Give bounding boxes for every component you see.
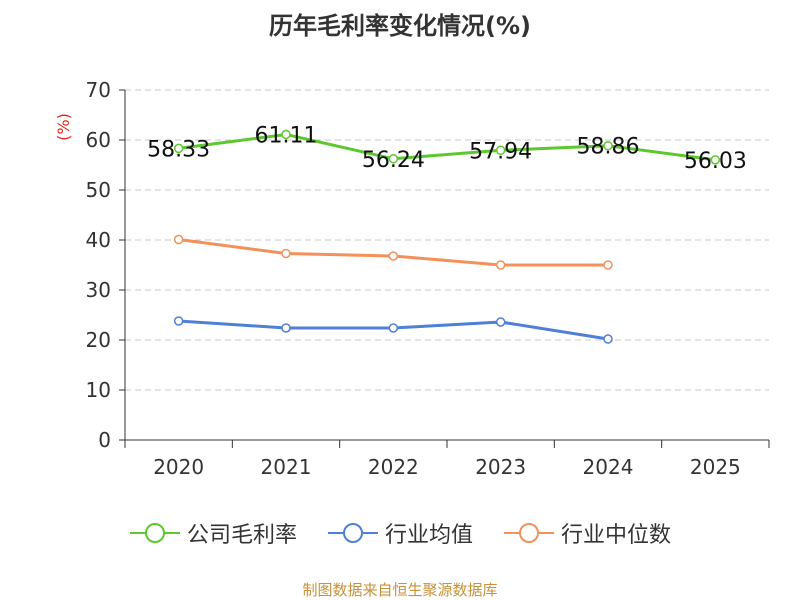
data-point: [173, 316, 184, 326]
x-tick-label: 2023: [475, 455, 526, 479]
x-tick-label: 2021: [261, 455, 312, 479]
data-point: [710, 155, 721, 165]
data-point: [281, 248, 291, 259]
legend-line-circle-icon: [504, 523, 554, 543]
legend-item: 公司毛利率: [129, 517, 297, 549]
legend: 公司毛利率 行业均值 行业中位数: [0, 517, 800, 549]
y-tick-label: 0: [98, 428, 111, 452]
y-tick-label: 60: [86, 128, 111, 152]
data-point: [173, 234, 184, 245]
data-label: 57.94: [469, 139, 532, 164]
data-point: [173, 143, 184, 154]
y-tick-label: 10: [86, 378, 111, 402]
data-labels: 58.33 61.11 56.24 57.94 58.86 56.03: [147, 123, 747, 173]
legend-label: 公司毛利率: [186, 523, 297, 548]
data-point: [495, 145, 506, 156]
legend-label: 行业均值: [384, 523, 473, 548]
axes: 0 10 20 30 40 50 60 70 2020 2021 2022 2023 2024 2025 (…: [54, 78, 770, 479]
data-point: [281, 323, 291, 333]
x-tick-label: 2024: [583, 455, 634, 479]
data-point: [603, 260, 613, 270]
y-tick-label: 20: [86, 328, 111, 352]
data-point: [388, 323, 399, 333]
y-tick-label: 50: [86, 178, 111, 202]
x-tick-label: 2025: [690, 455, 741, 479]
data-label: 61.11: [255, 123, 318, 148]
y-tick-label: 30: [86, 278, 111, 302]
series-line: [178, 132, 716, 162]
y-axis-label: (%): [54, 113, 73, 141]
data-label: 58.33: [147, 137, 210, 162]
legend-label: 行业中位数: [561, 523, 672, 548]
chart-title: 历年毛利率变化情况(%): [269, 12, 531, 40]
y-tick-label: 70: [86, 78, 111, 102]
data-point: [603, 140, 613, 151]
legend-line-circle-icon: [327, 523, 378, 543]
data-point: [603, 334, 613, 344]
data-label: 56.03: [684, 149, 747, 174]
data-point: [388, 251, 399, 261]
source-note: 制图数据来自恒生聚源数据库: [302, 581, 498, 599]
legend-line-circle-icon: [129, 523, 180, 543]
series-lines: [173, 129, 721, 344]
grid-lines: [125, 89, 769, 391]
x-tick-label: 2020: [153, 455, 204, 479]
data-label: 58.86: [577, 135, 640, 160]
data-point: [388, 154, 399, 164]
data-label: 56.24: [362, 148, 425, 173]
data-point: [495, 260, 506, 270]
data-point: [495, 317, 506, 327]
legend-item: 行业中位数: [503, 517, 671, 549]
legend-item: 行业均值: [327, 517, 473, 549]
data-point: [281, 129, 291, 140]
y-tick-label: 40: [86, 228, 111, 252]
x-tick-label: 2022: [368, 455, 419, 479]
